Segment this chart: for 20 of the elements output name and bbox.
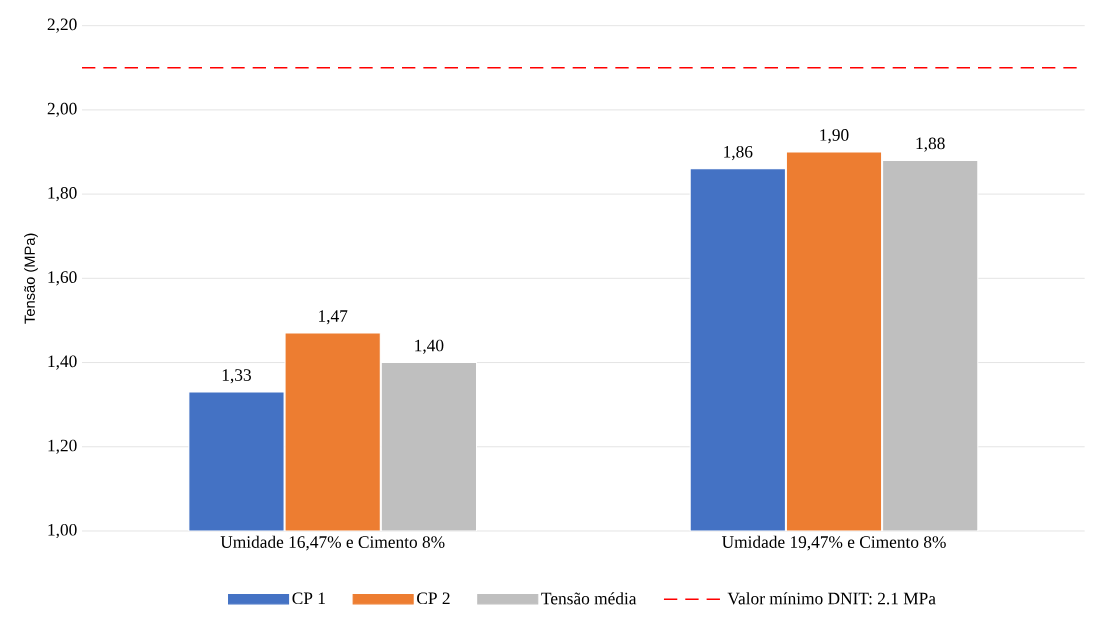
data-label: 1,88 xyxy=(916,137,945,152)
y-tick-label: 1,40 xyxy=(48,355,77,370)
y-tick-label: 1,20 xyxy=(48,439,77,454)
data-label: 1,40 xyxy=(415,339,444,354)
y-tick-label: 1,60 xyxy=(48,271,77,286)
y-tick-label: 2,20 xyxy=(47,18,77,33)
y-tick-label: 1,80 xyxy=(48,187,77,202)
y-tick-label: 1,00 xyxy=(48,523,77,539)
legend-label: Tensão média xyxy=(541,592,637,605)
data-label: 1,33 xyxy=(222,369,251,384)
legend-label: CP 1 xyxy=(292,592,325,605)
data-label: 1,47 xyxy=(319,310,348,325)
data-label: 1,86 xyxy=(724,145,753,161)
y-axis-title: Tensão (MPa) xyxy=(24,233,38,324)
x-tick-label: Umidade 19,47% e Cimento 8% xyxy=(721,535,946,551)
y-tick-label: 2,00 xyxy=(47,102,77,117)
data-label: 1,90 xyxy=(820,129,849,144)
legend-label: Valor mínimo DNIT: 2.1 MPa xyxy=(727,592,936,605)
x-tick-label: Umidade 16,47% e Cimento 8% xyxy=(220,535,445,551)
legend-label: CP 2 xyxy=(417,592,450,605)
